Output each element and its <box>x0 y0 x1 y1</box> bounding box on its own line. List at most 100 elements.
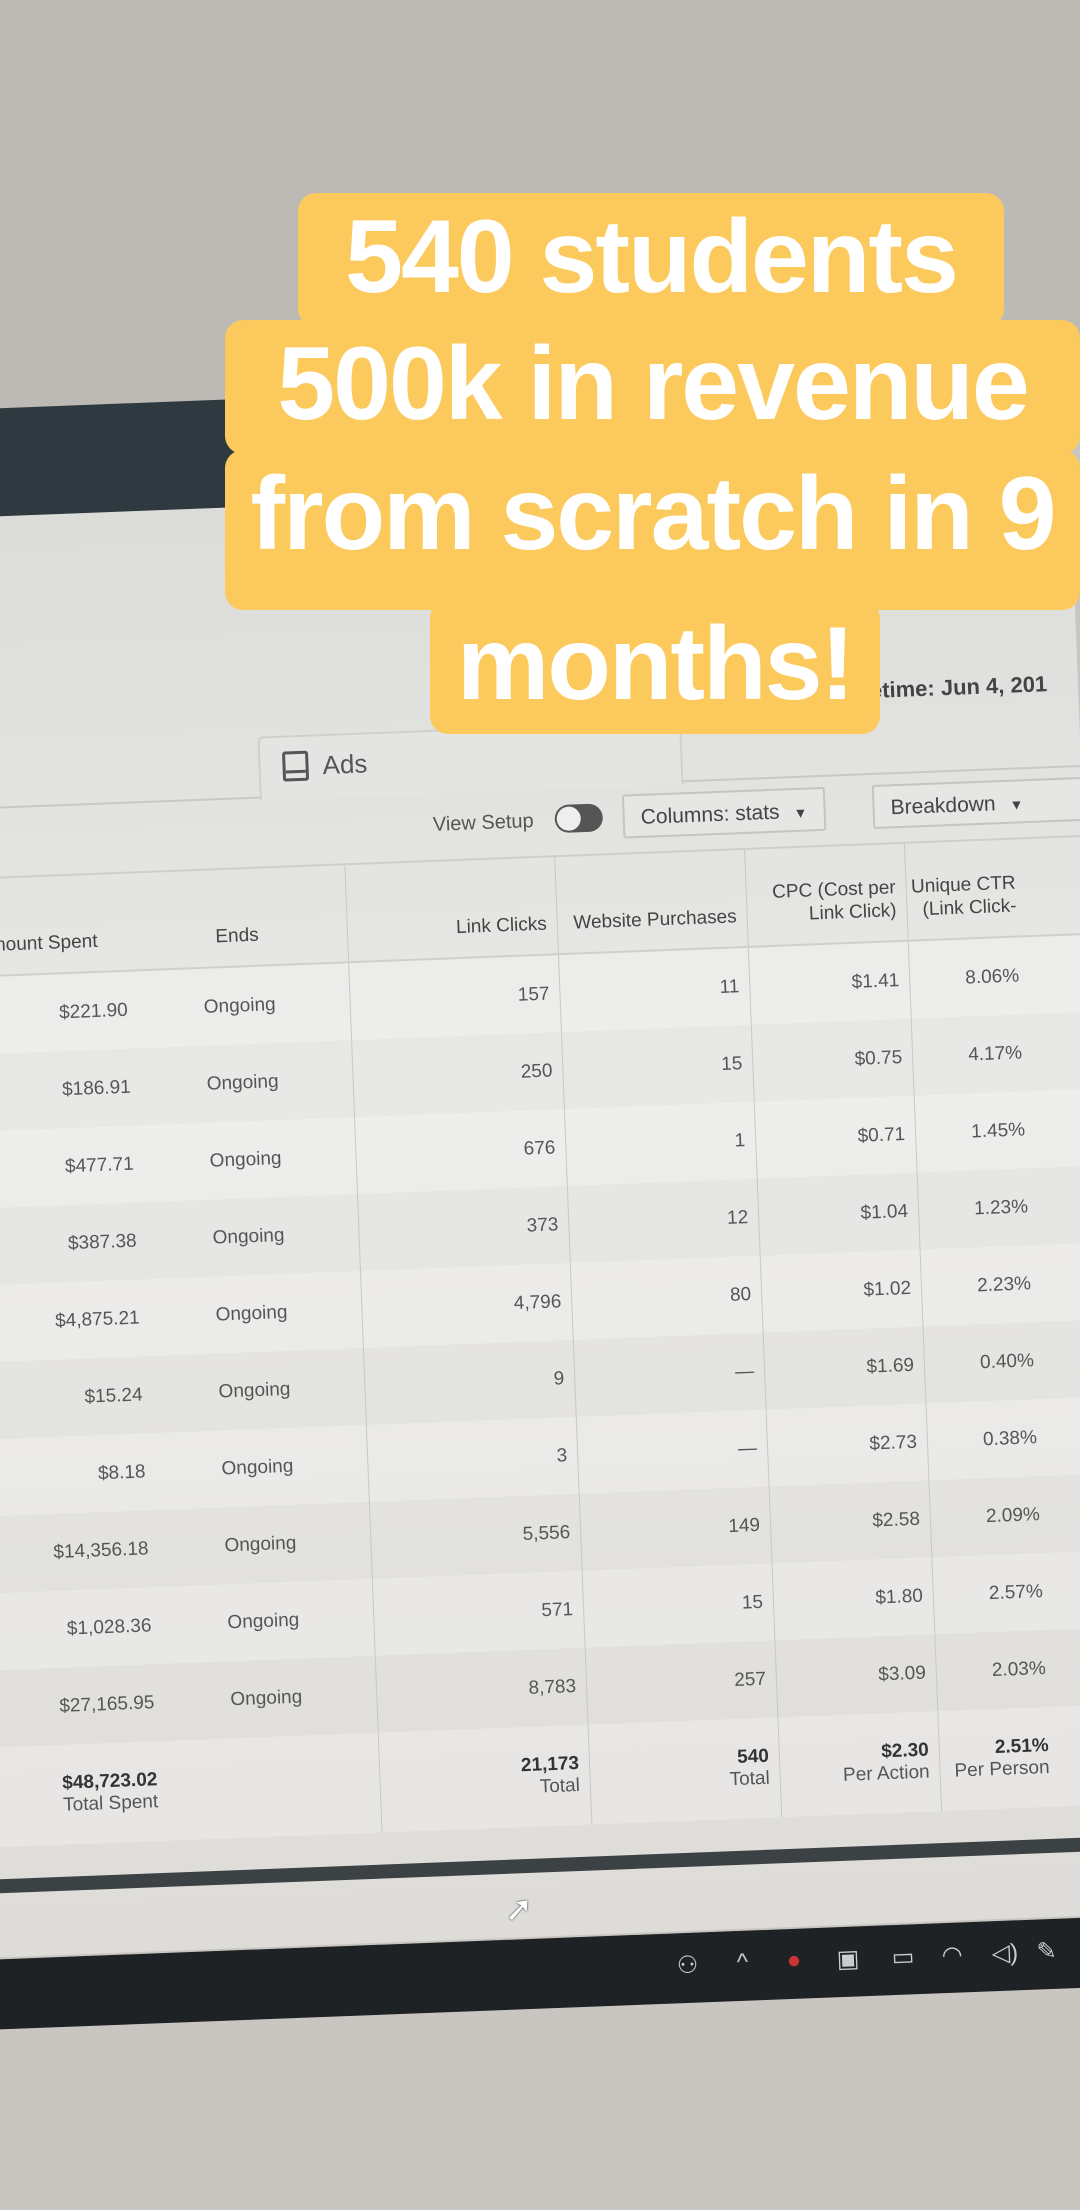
cell-cpc: $1.04 <box>756 1172 920 1256</box>
tab-label: Ads <box>321 748 368 781</box>
cell-ends: Ongoing <box>215 1301 288 1326</box>
cell-website-purchases: — <box>572 1332 766 1417</box>
cell-unique-ctr: 1.23% <box>916 1167 1040 1250</box>
total-label: Total Spent <box>62 1791 159 1816</box>
cell-link-clicks: 4,796 <box>359 1262 573 1348</box>
cell-website-purchases: 15 <box>560 1024 754 1110</box>
cell-cpc: $1.80 <box>771 1557 935 1641</box>
cell-website-purchases: 12 <box>566 1178 760 1263</box>
cell-cpc: $3.09 <box>774 1634 938 1718</box>
table-body: $221.90 Ongoing 157 11 $1.41 8.06% $186.91 Ongo… <box>0 934 1080 1748</box>
cell-amount-spent: $8.18 <box>97 1460 146 1484</box>
people-icon[interactable]: ⚇ <box>676 1951 699 1980</box>
cell-amount-spent: $4,875.21 <box>54 1307 140 1332</box>
cell-amount-spent: $15.24 <box>84 1383 143 1408</box>
battery-icon[interactable]: ▭ <box>891 1943 915 1972</box>
wifi-icon[interactable]: ◠ <box>941 1941 964 1970</box>
notification-icon[interactable]: ▣ <box>836 1945 860 1974</box>
column-header-website-purchases[interactable]: Website Purchases <box>554 849 748 954</box>
cell-amount-spent: $186.91 <box>61 1076 132 1100</box>
cell-unique-ctr: 2.57% <box>931 1552 1055 1635</box>
chevron-up-icon[interactable]: ^ <box>736 1948 749 1977</box>
cell-ends: Ongoing <box>227 1609 300 1633</box>
cell-cpc: $1.41 <box>747 941 911 1025</box>
caption-line: 540 students <box>298 193 1004 327</box>
cell-unique-ctr: 2.03% <box>934 1629 1058 1712</box>
column-header-cpc[interactable]: CPC (Cost per Link Click) <box>744 843 908 946</box>
total-value: $2.30 <box>880 1739 930 1763</box>
cell-link-clicks: 676 <box>354 1109 567 1195</box>
cell-website-purchases: 80 <box>569 1255 763 1340</box>
cell-cpc: $0.75 <box>750 1018 914 1102</box>
total-label: Total <box>729 1767 771 1791</box>
columns-dropdown[interactable]: Columns: stats ▼ <box>621 786 827 839</box>
cell-ends: Ongoing <box>209 1147 282 1172</box>
cell-cpc: $0.71 <box>753 1095 917 1179</box>
breakdown-dropdown[interactable]: Breakdown ▼ <box>871 776 1080 829</box>
cell-website-purchases: 15 <box>581 1563 775 1648</box>
cell-unique-ctr: 8.06% <box>907 937 1031 1019</box>
cell-ends: Ongoing <box>229 1686 303 1710</box>
cell-cpc: $1.02 <box>759 1249 923 1333</box>
column-header-amount-spent[interactable]: Amount Spent <box>0 930 98 957</box>
pen-icon[interactable]: ✎ <box>1036 1937 1058 1966</box>
breakdown-label: Breakdown <box>890 792 997 820</box>
total-link-clicks: 21,173 Total <box>377 1724 592 1833</box>
caret-down-icon: ▼ <box>793 804 808 822</box>
cell-amount-spent: $14,356.18 <box>53 1537 149 1563</box>
cell-website-purchases: 11 <box>557 947 751 1033</box>
total-amount-spent: $48,723.02 Total Spent <box>0 1741 170 1848</box>
cell-link-clicks: 5,556 <box>368 1493 582 1579</box>
total-label: Per Action <box>842 1761 931 1786</box>
cell-unique-ctr: 2.23% <box>919 1244 1043 1327</box>
cell-ends: Ongoing <box>203 993 276 1018</box>
cell-website-purchases: 149 <box>578 1486 772 1571</box>
cell-link-clicks: 8,783 <box>374 1647 588 1733</box>
total-label: Total <box>539 1774 581 1798</box>
total-label: Per Person <box>954 1756 1050 1782</box>
cell-ends: Ongoing <box>212 1224 285 1249</box>
cell-link-clicks: 9 <box>362 1339 576 1425</box>
cell-link-clicks: 250 <box>351 1032 564 1118</box>
cell-unique-ctr: 1.45% <box>913 1091 1037 1173</box>
caret-down-icon: ▼ <box>1009 796 1024 813</box>
ads-table: Amount Spent Ends Link Clicks Website Pu… <box>0 834 1080 1848</box>
cell-website-purchases: 257 <box>584 1640 778 1725</box>
cell-ends: Ongoing <box>221 1455 294 1479</box>
ad-icon <box>281 750 310 782</box>
cell-cpc: $2.73 <box>765 1403 929 1487</box>
columns-label: Columns: stats <box>640 800 780 829</box>
cell-amount-spent: $387.38 <box>67 1230 138 1254</box>
cell-link-clicks: 3 <box>365 1416 579 1502</box>
cell-unique-ctr: 4.17% <box>910 1014 1034 1096</box>
column-header-unique-ctr[interactable]: Unique CTR (Link Click- <box>903 839 1028 940</box>
cell-amount-spent: $477.71 <box>64 1153 135 1177</box>
cell-website-purchases: 1 <box>563 1101 757 1187</box>
view-setup-toggle[interactable] <box>554 803 604 834</box>
cell-amount-spent: $221.90 <box>58 999 129 1023</box>
cell-cpc: $1.69 <box>762 1326 926 1410</box>
total-ends <box>168 1733 382 1841</box>
column-header-link-clicks[interactable]: Link Clicks <box>344 857 558 962</box>
view-setup-label: View Setup <box>432 810 535 836</box>
volume-icon[interactable]: ◁) <box>991 1939 1019 1968</box>
total-purchases: 540 Total <box>587 1717 782 1825</box>
cell-unique-ctr: 0.40% <box>922 1321 1046 1404</box>
cell-cpc: $2.58 <box>768 1480 932 1564</box>
app-icon[interactable]: ● <box>786 1946 802 1975</box>
total-value: 540 <box>736 1745 770 1768</box>
cell-ends: Ongoing <box>206 1070 279 1095</box>
cell-ends: Ongoing <box>218 1378 291 1403</box>
cell-link-clicks: 373 <box>357 1186 570 1272</box>
cell-link-clicks: 157 <box>348 955 561 1041</box>
mouse-cursor-icon: ➚ <box>503 1889 534 1929</box>
cell-amount-spent: $27,165.95 <box>58 1691 155 1717</box>
total-ctr: 2.51% Per Person <box>937 1706 1062 1812</box>
total-value: 21,173 <box>520 1752 580 1777</box>
cell-unique-ctr: 0.38% <box>925 1398 1049 1481</box>
cell-unique-ctr: 2.09% <box>928 1475 1052 1558</box>
total-cpc: $2.30 Per Action <box>777 1711 942 1818</box>
caption-line: from scratch in 9 <box>225 450 1080 610</box>
cell-ends: Ongoing <box>224 1532 297 1556</box>
column-header-ends[interactable]: Ends <box>214 924 260 948</box>
